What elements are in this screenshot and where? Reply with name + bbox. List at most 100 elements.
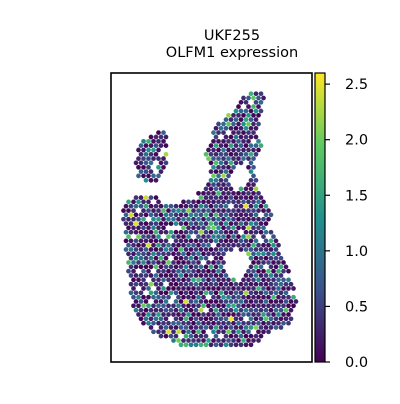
colorbar-tick-label: 1.0 [345, 244, 368, 260]
spot [196, 286, 201, 291]
spot [198, 255, 204, 261]
spot [158, 290, 164, 296]
spot [136, 251, 141, 257]
spot [256, 312, 261, 317]
spot [211, 216, 216, 222]
spot [248, 91, 254, 97]
spot [158, 255, 164, 261]
spot [251, 199, 256, 205]
spot [216, 208, 221, 213]
spot [153, 247, 159, 252]
spot [258, 91, 264, 97]
spot [211, 251, 216, 257]
spot [143, 238, 149, 244]
spot [156, 164, 161, 170]
spot [268, 212, 274, 218]
spot [218, 195, 224, 200]
spot [251, 208, 256, 213]
spot [208, 299, 214, 304]
spot [243, 143, 249, 148]
spot [173, 264, 179, 270]
spot [156, 156, 161, 161]
spot [186, 294, 191, 300]
spot [203, 238, 209, 244]
spot [186, 208, 191, 213]
spot [246, 286, 251, 291]
spot [236, 104, 241, 109]
spot [268, 290, 274, 296]
spot [288, 281, 294, 287]
spot [226, 121, 231, 127]
spot [133, 264, 139, 270]
spot [148, 273, 154, 278]
spot [291, 294, 296, 300]
spot [171, 216, 176, 222]
spot [146, 156, 151, 161]
spot [218, 299, 224, 304]
spot [143, 160, 149, 166]
spot [286, 312, 291, 317]
spot [228, 117, 234, 122]
spot [166, 268, 171, 274]
spot [246, 216, 251, 222]
spot [191, 225, 196, 231]
spot [211, 182, 216, 187]
spot [278, 299, 284, 304]
spot [243, 151, 249, 157]
spot [151, 216, 156, 222]
spot [286, 303, 291, 309]
spot [291, 303, 296, 309]
spot [181, 268, 186, 274]
spot [238, 299, 244, 304]
spot [211, 208, 216, 213]
spot [156, 199, 161, 205]
spot [233, 238, 239, 244]
spot [273, 247, 279, 252]
spot [253, 299, 259, 304]
spot [273, 307, 279, 313]
spot [271, 294, 276, 300]
spot [213, 203, 219, 209]
spot [246, 303, 251, 309]
spot [206, 303, 211, 309]
spot [246, 182, 251, 187]
spot [183, 273, 189, 278]
spot [221, 138, 226, 144]
spot [231, 130, 236, 135]
spot [256, 199, 261, 205]
spot [241, 138, 246, 144]
spot [253, 333, 259, 339]
spot [131, 216, 136, 222]
spot [173, 247, 179, 252]
spot [276, 303, 281, 309]
spot [216, 147, 221, 153]
spot [243, 229, 249, 235]
spot [193, 238, 199, 244]
spot [266, 312, 271, 317]
spot [148, 212, 154, 218]
spot [231, 190, 236, 196]
spot [158, 316, 164, 322]
spot [166, 260, 171, 265]
spot [253, 290, 259, 296]
spot [158, 160, 164, 166]
spot [273, 290, 279, 296]
spot [223, 221, 229, 226]
spot [208, 143, 214, 148]
spot [253, 195, 259, 200]
spot [128, 203, 134, 209]
spot [161, 312, 166, 317]
spot [243, 108, 249, 114]
spot [221, 190, 226, 196]
spot [241, 112, 246, 118]
spot [198, 342, 204, 348]
spot [263, 238, 269, 244]
spot [191, 320, 196, 326]
spot [203, 212, 209, 218]
spot [183, 290, 189, 296]
spot [266, 208, 271, 213]
spot [263, 255, 269, 261]
spot [251, 147, 256, 153]
spot [138, 151, 144, 157]
spot [271, 277, 276, 283]
